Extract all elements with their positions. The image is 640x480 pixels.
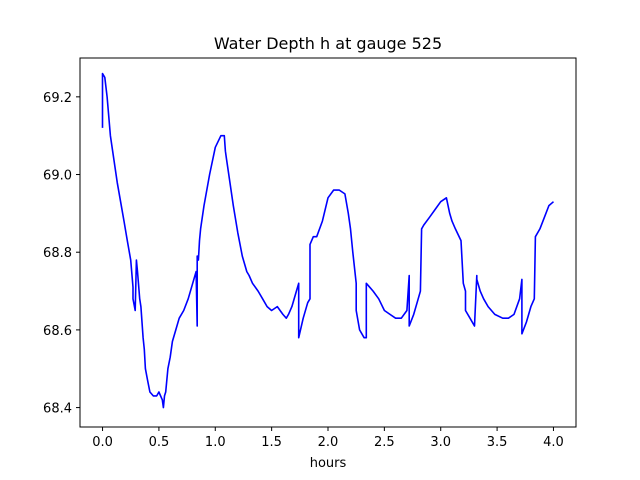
y-tick-label: 68.8	[43, 246, 72, 261]
plot-frame	[79, 57, 577, 428]
y-tick-label: 69.2	[43, 91, 72, 106]
x-tick-label: 1.0	[205, 435, 226, 450]
y-tick-label: 68.4	[43, 402, 72, 417]
x-tick-label: 0.5	[149, 435, 170, 450]
chart-title: Water Depth h at gauge 525	[214, 34, 442, 53]
series-line	[101, 72, 555, 409]
x-tick-label: 2.0	[318, 435, 339, 450]
x-tick-label: 3.5	[487, 435, 508, 450]
x-axis-ticks: 0.0 0.5 1.0 1.5 2.0 2.5 3.0 3.5 4.0	[92, 427, 564, 450]
x-tick-label: 3.0	[430, 435, 451, 450]
y-tick-label: 69.0	[43, 169, 72, 184]
x-tick-label: 0.0	[92, 435, 113, 450]
x-axis-label: hours	[310, 456, 347, 471]
x-tick-label: 2.5	[374, 435, 395, 450]
series-layer	[101, 72, 555, 409]
y-axis-ticks: 68.4 68.6 68.8 69.0 69.2	[43, 91, 80, 417]
x-tick-label: 4.0	[543, 435, 564, 450]
y-tick-label: 68.6	[43, 324, 72, 339]
x-tick-label: 1.5	[261, 435, 282, 450]
